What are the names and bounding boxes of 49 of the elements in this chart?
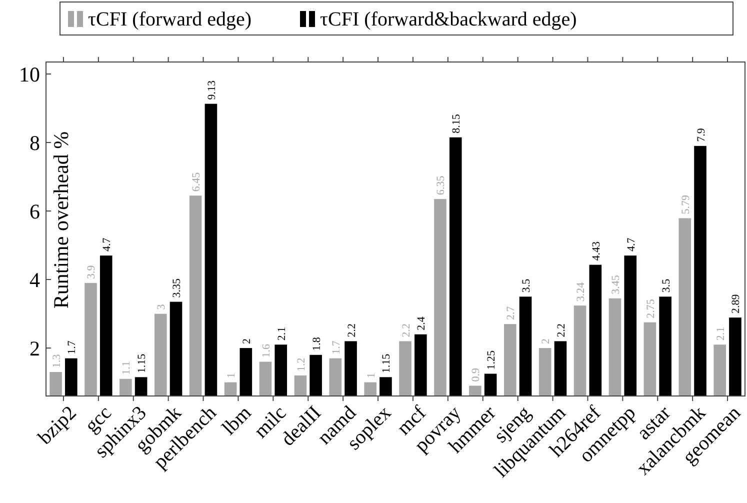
data-label: 2 bbox=[240, 338, 253, 344]
data-label: 2.7 bbox=[505, 306, 518, 320]
data-label: 3.24 bbox=[575, 282, 588, 302]
data-label: 2 bbox=[540, 338, 552, 344]
y-tick-label: 2 bbox=[30, 336, 40, 360]
data-label: 1.7 bbox=[66, 340, 78, 354]
data-label: 2.1 bbox=[714, 326, 727, 341]
data-label: 3.5 bbox=[660, 278, 672, 293]
y-tick-label: 8 bbox=[30, 130, 40, 155]
data-label: 1 bbox=[226, 372, 238, 378]
y-tick-label: 4 bbox=[30, 268, 40, 292]
data-label: 2.75 bbox=[644, 298, 657, 318]
data-label: 6.45 bbox=[190, 172, 203, 192]
data-label: 1.8 bbox=[310, 336, 323, 351]
data-label: 1.1 bbox=[120, 361, 133, 375]
data-label: 2.4 bbox=[416, 316, 428, 330]
legend-label: τCFI (forward edge) bbox=[88, 8, 252, 30]
legend-label: τCFI (forward&backward edge) bbox=[320, 8, 577, 30]
data-label: 7.9 bbox=[695, 128, 708, 142]
data-label: 1.2 bbox=[295, 358, 308, 372]
data-label: 5.79 bbox=[680, 194, 692, 214]
data-label: 4.7 bbox=[101, 237, 114, 252]
data-label: 1 bbox=[365, 372, 378, 378]
data-label: 1.6 bbox=[260, 343, 272, 358]
data-label: 1.15 bbox=[380, 353, 393, 374]
data-label: 3.5 bbox=[520, 278, 533, 293]
y-tick-label: 10 bbox=[19, 62, 40, 86]
data-label: 2.89 bbox=[730, 294, 742, 314]
data-label: 3.35 bbox=[171, 278, 184, 298]
data-label: 0.9 bbox=[470, 367, 482, 382]
data-label: 4.7 bbox=[625, 237, 638, 252]
data-label: 2.2 bbox=[400, 323, 412, 338]
data-label: 1.25 bbox=[486, 350, 498, 370]
data-label: 8.15 bbox=[450, 114, 463, 134]
data-label: 2.2 bbox=[555, 323, 568, 338]
data-label: 9.13 bbox=[206, 80, 218, 100]
data-label: 2.2 bbox=[346, 323, 358, 338]
data-label: 1.3 bbox=[50, 354, 63, 368]
y-tick-label: 6 bbox=[30, 199, 40, 224]
data-label: 2.1 bbox=[276, 326, 288, 341]
data-label: 3.45 bbox=[610, 274, 622, 294]
data-label: 1.7 bbox=[330, 340, 342, 354]
x-tick-label: lbm bbox=[218, 402, 256, 440]
data-label: 3 bbox=[156, 304, 168, 310]
data-label: 1.15 bbox=[136, 353, 148, 374]
data-label: 3.9 bbox=[86, 264, 98, 279]
data-label: 6.35 bbox=[435, 175, 448, 196]
data-label: 4.43 bbox=[590, 241, 602, 261]
y-axis-title: Runtime overhead % bbox=[49, 131, 73, 309]
